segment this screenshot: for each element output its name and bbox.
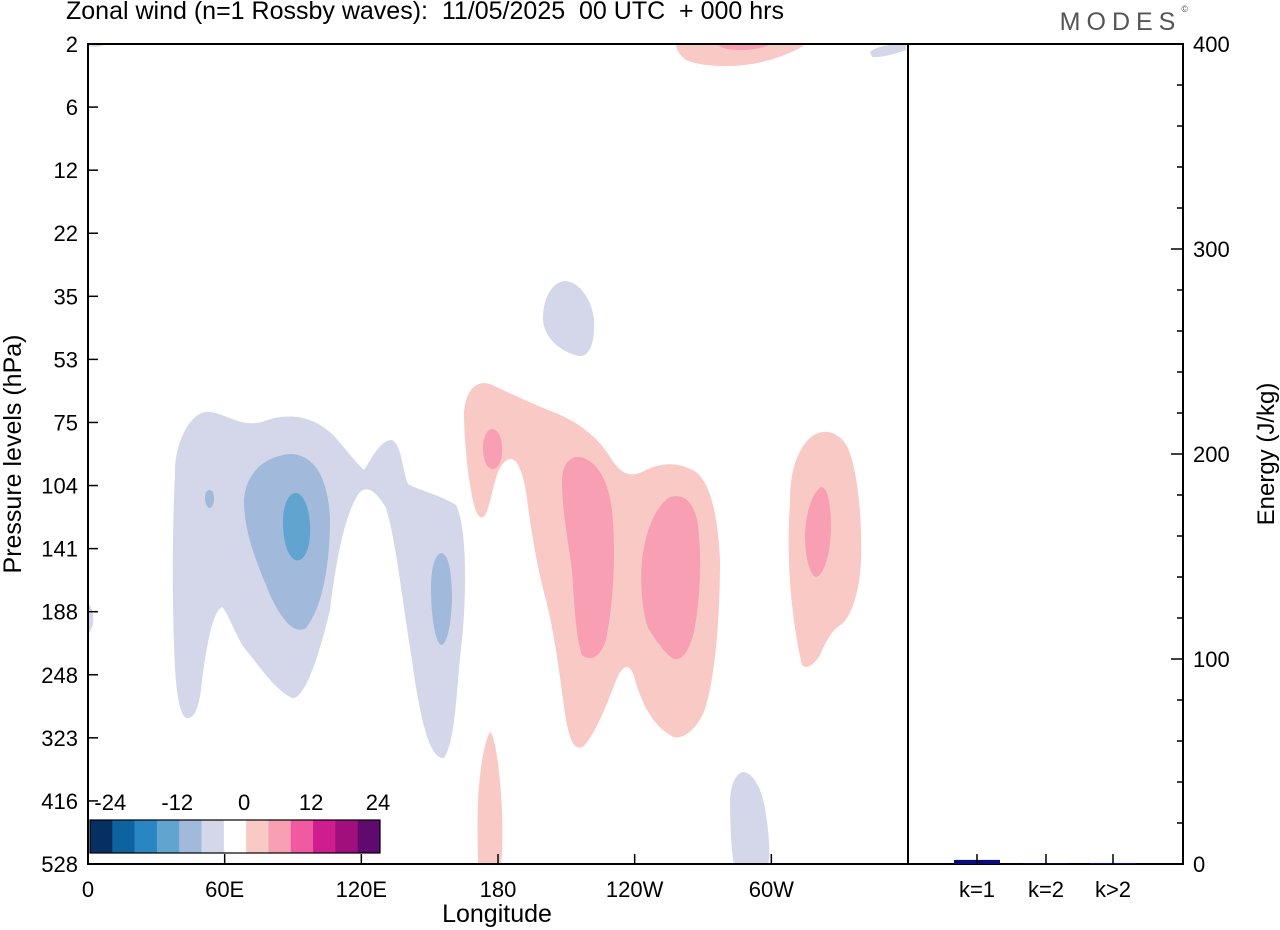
colorbar-swatch bbox=[134, 820, 158, 853]
colorbar-swatch bbox=[156, 820, 180, 853]
energy-tick-label: 400 bbox=[1193, 32, 1230, 57]
colorbar-swatch bbox=[290, 820, 314, 853]
colorbar-swatch bbox=[90, 820, 113, 853]
y-tick-label: 53 bbox=[54, 347, 78, 372]
contour-field bbox=[88, 44, 906, 864]
contour-neg-surface bbox=[730, 772, 770, 864]
modes-logo: MODES© bbox=[1059, 4, 1188, 37]
y-tick-label: 22 bbox=[54, 221, 78, 246]
x-tick-label: 0 bbox=[82, 877, 94, 902]
contour-neg-small-dot bbox=[205, 489, 214, 508]
y-tick-label: 528 bbox=[41, 852, 78, 877]
logo-mark: © bbox=[1181, 4, 1188, 14]
contour-pos-8-center-b bbox=[641, 496, 701, 660]
colorbar-label: 24 bbox=[366, 790, 390, 815]
colorbar-swatch bbox=[179, 820, 202, 853]
energy-x-tick-label: k=1 bbox=[959, 877, 995, 902]
energy-panel-frame bbox=[907, 43, 1184, 865]
chart-title: Zonal wind (n=1 Rossby waves): 11/05/202… bbox=[66, 0, 784, 25]
x-axis: 0 60E 120E 180 120W 60W bbox=[82, 854, 794, 902]
colorbar-swatch bbox=[335, 820, 358, 853]
y-tick-label: 2 bbox=[66, 32, 78, 57]
x-tick-label: 120W bbox=[606, 877, 664, 902]
contour-pos-4-top bbox=[676, 44, 806, 67]
colorbar: -24 -12 0 12 24 bbox=[89, 790, 390, 854]
x-tick-label: 60E bbox=[205, 877, 244, 902]
colorbar-swatch bbox=[223, 820, 247, 853]
energy-tick-label: 300 bbox=[1193, 237, 1230, 262]
contour-neg-12-west bbox=[283, 492, 311, 561]
colorbar-swatch bbox=[268, 820, 292, 853]
y-tick-label: 6 bbox=[66, 95, 78, 120]
energy-x-tick-label: k>2 bbox=[1095, 877, 1131, 902]
colorbar-swatch bbox=[201, 820, 225, 853]
y-tick-label: 141 bbox=[41, 537, 78, 562]
colorbar-swatch bbox=[112, 820, 135, 853]
contour-neg-8-east bbox=[431, 553, 452, 645]
contour-pos-8-center-a bbox=[562, 457, 614, 659]
x-tick-label: 60W bbox=[749, 877, 794, 902]
colorbar-border bbox=[89, 819, 381, 854]
y-tick-label: 104 bbox=[41, 474, 78, 499]
colorbar-label: -24 bbox=[94, 790, 126, 815]
energy-y-axis: 0 100 200 300 400 bbox=[1171, 32, 1230, 877]
x-axis-title: Longitude bbox=[442, 900, 552, 928]
contour-neg-strat bbox=[543, 281, 595, 356]
y-tick-label: 323 bbox=[41, 726, 78, 751]
energy-tick-label: 200 bbox=[1193, 442, 1230, 467]
colorbar-label: 12 bbox=[299, 790, 323, 815]
colorbar-swatch bbox=[313, 820, 336, 853]
logo-text: MODES bbox=[1059, 8, 1182, 36]
energy-tick-label: 0 bbox=[1193, 852, 1205, 877]
y-tick-label: 75 bbox=[54, 410, 78, 435]
y-tick-label: 35 bbox=[54, 284, 78, 309]
energy-tick-label: 100 bbox=[1193, 647, 1230, 672]
energy-axis-title: Energy (J/kg) bbox=[1253, 383, 1280, 526]
y-axis-left: 2 6 12 22 35 53 75 104 141 188 248 323 416 528 bbox=[41, 32, 98, 877]
x-tick-label: 180 bbox=[480, 877, 517, 902]
contour-pos-8-small bbox=[483, 428, 503, 470]
energy-x-tick-label: k=2 bbox=[1028, 877, 1064, 902]
colorbar-label: -12 bbox=[161, 790, 193, 815]
y-tick-label: 188 bbox=[41, 600, 78, 625]
contour-pos-8-top bbox=[718, 44, 770, 50]
y-tick-label: 248 bbox=[41, 663, 78, 688]
y-tick-label: 416 bbox=[41, 789, 78, 814]
x-tick-label: 120E bbox=[336, 877, 387, 902]
y-axis-title: Pressure levels (hPa) bbox=[0, 335, 27, 574]
contour-pos-8-east bbox=[805, 487, 831, 577]
contour-pos-surface bbox=[477, 732, 503, 864]
y-tick-label: 12 bbox=[54, 158, 78, 183]
colorbar-swatch bbox=[246, 820, 269, 853]
colorbar-swatch bbox=[357, 820, 381, 853]
energy-x-axis: k=1 k=2 k>2 bbox=[959, 854, 1131, 902]
colorbar-label: 0 bbox=[238, 790, 250, 815]
contour-neg-top-right bbox=[870, 44, 906, 58]
